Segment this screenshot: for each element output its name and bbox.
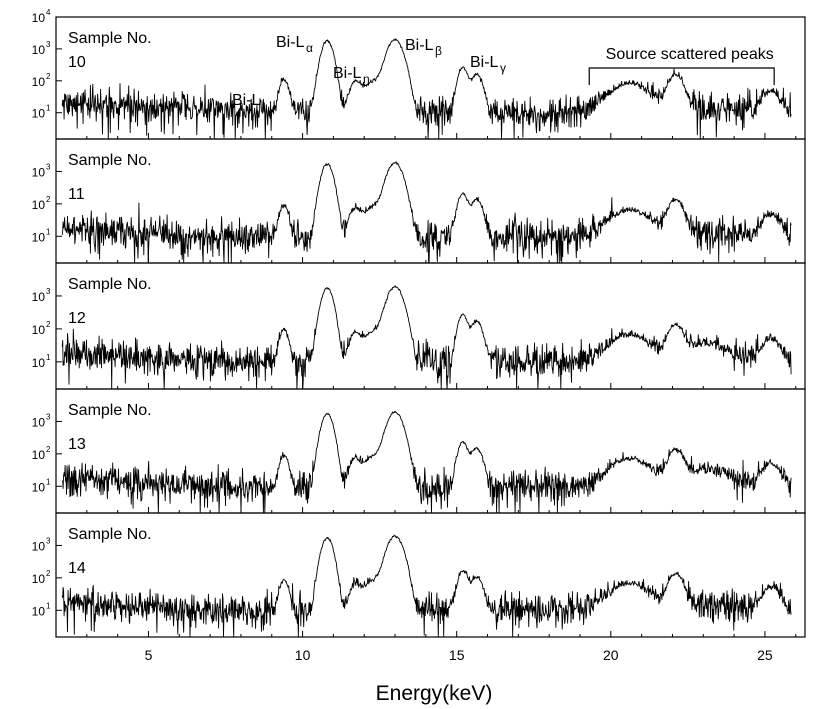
sample-label-10: Sample No. — [68, 30, 152, 47]
sample-label-12: Sample No. — [68, 276, 152, 293]
y-tick-exponent: 2 — [46, 445, 51, 454]
sample-label-13: Sample No. — [68, 402, 152, 419]
y-tick-label: 10 — [32, 43, 46, 57]
spectrum-line-10 — [61, 38, 792, 140]
spectrum-line-11 — [61, 161, 792, 264]
peak-label-3: Bi-L — [333, 65, 362, 82]
y-axis-labels: 10 110 210 310 410 110 210 310 110 210 310 110 210 31… — [32, 8, 62, 618]
y-tick-label: 10 — [32, 75, 46, 89]
peak-label-2: Bi-L — [276, 34, 305, 51]
y-tick-label: 10 — [32, 480, 46, 494]
y-tick-exponent: 1 — [46, 104, 51, 113]
y-tick-label: 10 — [32, 11, 46, 25]
x-tick-label-15: 15 — [449, 647, 465, 663]
y-tick-label: 10 — [32, 539, 46, 553]
source-bracket-label: Source scattered peaks — [606, 46, 774, 63]
panel-frame-2 — [55, 138, 806, 264]
source-bracket — [588, 67, 775, 85]
peak-label-4: Bi-L — [405, 37, 434, 54]
peak-label-sub-2: α — [306, 41, 313, 55]
y-tick-label: 10 — [32, 290, 46, 304]
y-tick-label: 10 — [32, 356, 46, 370]
y-tick-exponent: 1 — [46, 227, 51, 236]
y-tick-label: 10 — [32, 604, 46, 618]
x-tick-label-20: 20 — [603, 647, 619, 663]
y-tick-exponent: 3 — [46, 536, 51, 545]
y-tick-exponent: 3 — [46, 412, 51, 421]
y-tick-exponent: 1 — [46, 353, 51, 362]
y-tick-exponent: 3 — [46, 287, 51, 296]
x-axis: 5 10 15 20 25 — [55, 133, 797, 663]
y-tick-label: 10 — [32, 448, 46, 462]
y-tick-label: 10 — [32, 198, 46, 212]
sample-number-12: 12 — [68, 310, 86, 327]
peak-label-1: Bi-L — [232, 92, 261, 109]
peak-label-sub-4: β — [435, 44, 442, 58]
sample-label-11: Sample No. — [68, 152, 152, 169]
y-tick-exponent: 3 — [46, 40, 51, 49]
spectrum-line-14 — [61, 534, 792, 638]
peak-label-sub-5: γ — [500, 61, 506, 75]
panel-frame-5 — [55, 512, 806, 638]
y-tick-exponent: 2 — [46, 72, 51, 81]
sample-number-10: 10 — [68, 54, 86, 71]
y-tick-exponent: 2 — [46, 569, 51, 578]
y-tick-exponent: 1 — [46, 601, 51, 610]
peak-label-sub-1: l — [262, 99, 265, 113]
x-axis-title: Energy(keV) — [376, 682, 493, 705]
sample-labels: Sample No. 10 Sample No. 11 Sample No. 12 Samp… — [68, 30, 152, 577]
y-tick-label: 10 — [32, 107, 46, 121]
y-tick-exponent: 1 — [46, 477, 51, 486]
spectrum-line-13 — [62, 410, 792, 514]
y-tick-exponent: 2 — [46, 195, 51, 204]
sample-label-14: Sample No. — [68, 526, 152, 543]
spectrum-line-12 — [61, 285, 792, 390]
sample-number-11: 11 — [68, 186, 85, 203]
panel-frame-3 — [55, 262, 806, 390]
y-tick-label: 10 — [32, 415, 46, 429]
sample-number-14: 14 — [68, 560, 86, 577]
spectrum-traces — [61, 38, 792, 638]
y-tick-label: 10 — [32, 572, 46, 586]
y-tick-label: 10 — [32, 230, 46, 244]
y-tick-exponent: 4 — [46, 8, 51, 17]
x-tick-label-10: 10 — [295, 647, 311, 663]
x-tick-label-25: 25 — [757, 647, 773, 663]
peak-label-5: Bi-L — [470, 54, 499, 71]
y-tick-exponent: 2 — [46, 320, 51, 329]
y-tick-exponent: 3 — [46, 162, 51, 171]
y-tick-label: 10 — [32, 165, 46, 179]
panel-frames — [55, 16, 806, 638]
peak-label-sub-3: η — [363, 72, 370, 86]
y-tick-label: 10 — [32, 323, 46, 337]
sample-number-13: 13 — [68, 436, 86, 453]
x-tick-label-5: 5 — [145, 647, 153, 663]
